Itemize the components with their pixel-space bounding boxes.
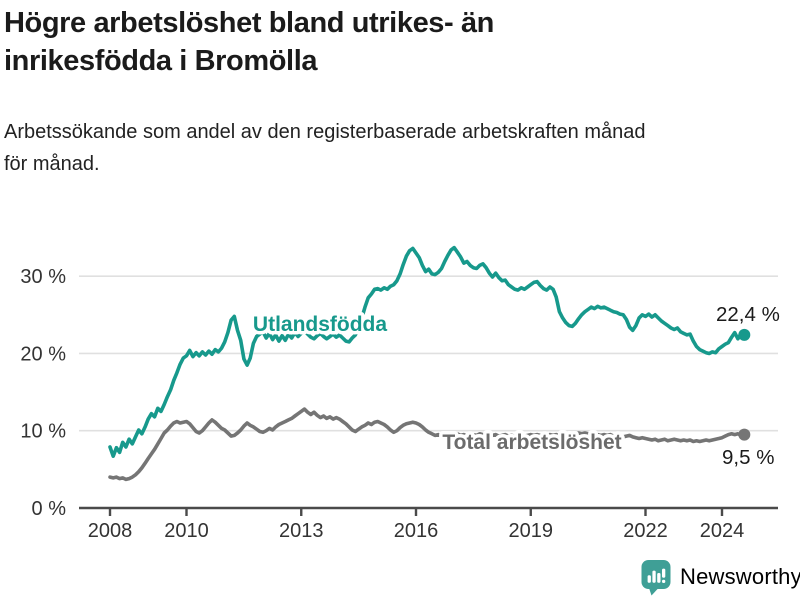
x-axis-label-2008: 2008 <box>88 520 133 542</box>
y-axis-label-20: 20 % <box>20 343 66 365</box>
end-value-label-utlandsfodda: 22,4 % <box>716 303 780 326</box>
x-axis-label-2010: 2010 <box>164 520 209 542</box>
subtitle-line-2: för månad. <box>4 153 100 175</box>
y-axis-label-10: 10 % <box>20 421 66 443</box>
newsworthy-logo-icon <box>641 559 671 595</box>
title-line-2: inrikesfödda i Bromölla <box>4 45 318 77</box>
end-value-label-total: 9,5 % <box>722 446 774 469</box>
newsworthy-branding: Newsworthy <box>641 557 800 597</box>
series-label-total: Total arbetslöshet <box>442 431 621 454</box>
title-line-1: Högre arbetslöshet bland utrikes- än <box>4 7 494 39</box>
x-axis-label-2019: 2019 <box>509 520 554 542</box>
newsworthy-brand-name: Newsworthy <box>680 564 800 589</box>
y-axis-label-0: 0 % <box>32 498 67 520</box>
end-dot-utlandsfodda <box>738 328 751 341</box>
end-dot-total <box>738 428 751 441</box>
series-line-total <box>108 407 747 482</box>
x-axis-label-2024: 2024 <box>700 520 745 542</box>
chart-subtitle: Arbetssökande som andel av den registerb… <box>4 116 784 180</box>
y-axis-label-30: 30 % <box>20 266 66 288</box>
x-axis-label-2016: 2016 <box>394 520 439 542</box>
page-title: Högre arbetslöshet bland utrikes- än inr… <box>4 4 784 80</box>
series-line-utlandsfodda <box>108 245 747 459</box>
series-label-utlandsfodda: Utlandsfödda <box>253 313 387 336</box>
x-axis-label-2022: 2022 <box>623 520 668 542</box>
subtitle-line-1: Arbetssökande som andel av den registerb… <box>4 121 646 143</box>
x-axis-label-2013: 2013 <box>279 520 324 542</box>
